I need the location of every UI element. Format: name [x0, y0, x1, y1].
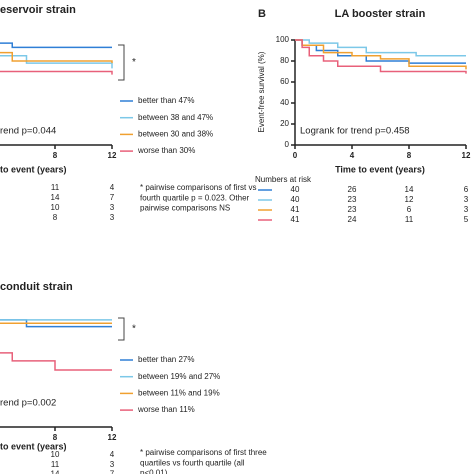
survival-curve: [295, 39, 466, 57]
panel-title: conduit strain: [0, 281, 73, 293]
x-tick-label: 8: [53, 433, 58, 442]
risk-count: 4: [110, 183, 115, 192]
bracket: [118, 44, 125, 81]
risk-count: 23: [348, 195, 357, 204]
footnote: fourth quartile p = 0.023. Other: [140, 193, 250, 202]
legend-label: better than 27%: [138, 355, 194, 364]
survival-curve: [0, 55, 113, 69]
risk-count: 41: [291, 215, 300, 224]
survival-curve: [0, 42, 112, 49]
risk-count: 3: [464, 195, 469, 204]
legend-label: between 38 and 47%: [138, 113, 213, 122]
risk-count: 40: [291, 195, 300, 204]
risk-count: 10: [51, 203, 60, 212]
x-tick-label: 12: [108, 151, 117, 160]
significance: *: [132, 324, 136, 335]
x-tick-label: 8: [407, 151, 412, 160]
annotation: rend p=0.044: [0, 126, 56, 137]
survival-curve: [0, 319, 112, 328]
annotation: Logrank for trend p=0.458: [300, 126, 410, 137]
x-axis-label: to event (years): [0, 441, 67, 451]
footnote: * pairwise comparisons of first vs: [140, 183, 256, 192]
panel-title: LA booster strain: [335, 8, 426, 20]
risk-count: 7: [110, 470, 115, 474]
x-tick-label: 8: [53, 151, 58, 160]
risk-count: 3: [110, 203, 115, 212]
risk-count: 3: [110, 460, 115, 469]
y-tick-label: 40: [280, 98, 289, 107]
risk-count: 11: [51, 460, 60, 469]
survival-curve: [0, 322, 112, 325]
risk-count: 3: [464, 205, 469, 214]
x-tick-label: 12: [108, 433, 117, 442]
risk-count: 6: [407, 205, 412, 214]
survival-curve: [0, 319, 112, 321]
risk-count: 12: [405, 195, 414, 204]
bracket: [118, 317, 125, 341]
risk-count: 3: [110, 213, 115, 222]
annotation: rend p=0.002: [0, 398, 56, 409]
legend-label: worse than 11%: [137, 405, 195, 414]
legend-label: between 30 and 38%: [138, 130, 213, 139]
y-axis-label: Event-free survival (%): [257, 51, 266, 132]
legend-label: between 11% and 19%: [138, 389, 220, 398]
survival-curve: [0, 51, 113, 64]
y-tick-label: 60: [280, 77, 289, 86]
risk-count: 41: [291, 205, 300, 214]
survival-curve: [0, 352, 112, 371]
y-tick-label: 100: [276, 35, 290, 44]
x-tick-label: 0: [293, 151, 298, 160]
x-axis-label: Time to event (years): [335, 164, 425, 174]
y-tick-label: 20: [280, 119, 289, 128]
risk-count: 23: [348, 205, 357, 214]
panel-letter: B: [258, 8, 266, 20]
risk-count: 10: [51, 450, 60, 459]
legend-label: between 19% and 27%: [138, 372, 220, 381]
footnote: pairwise comparisons NS: [140, 204, 230, 213]
footnote: p<0.01): [140, 469, 168, 474]
risk-count: 24: [348, 215, 357, 224]
risk-count: 14: [51, 470, 60, 474]
risk-count: 7: [110, 193, 115, 202]
risk-count: 5: [464, 215, 469, 224]
significance: *: [132, 57, 136, 68]
risk-count: 11: [51, 183, 60, 192]
risk-count: 6: [464, 185, 469, 194]
y-tick-label: 0: [285, 140, 290, 149]
survival-curve: [295, 39, 467, 74]
survival-curve: [0, 70, 113, 75]
risk-count: 14: [405, 185, 414, 194]
x-axis-label: to event (years): [0, 164, 67, 174]
survival-curve: [295, 39, 467, 70]
risk-count: 4: [110, 450, 115, 459]
footnote: * pairwise comparisons of first three: [140, 448, 267, 457]
x-tick-label: 12: [462, 151, 471, 160]
risk-count: 8: [53, 213, 58, 222]
risk-count: 11: [405, 215, 414, 224]
risk-count: 40: [291, 185, 300, 194]
y-tick-label: 80: [280, 56, 289, 65]
footnote: quartiles vs fourth quartile (all: [140, 458, 245, 467]
risk-count: 26: [348, 185, 357, 194]
x-tick-label: 4: [350, 151, 355, 160]
panel-title: eservoir strain: [0, 4, 76, 16]
risk-count: 14: [51, 193, 60, 202]
legend-label: better than 47%: [138, 96, 194, 105]
legend-label: worse than 30%: [137, 146, 195, 155]
risk-table-title: Numbers at risk: [255, 175, 312, 184]
